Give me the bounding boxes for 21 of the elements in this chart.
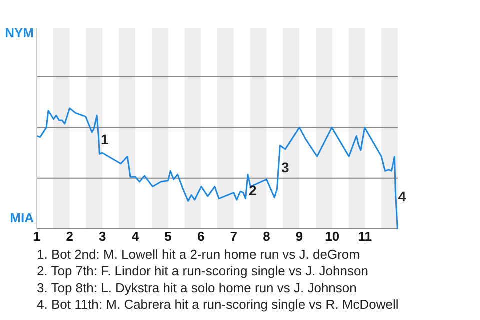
annotation: 4 — [398, 188, 406, 204]
x-tick-label: 3 — [99, 229, 106, 244]
annotation: 3 — [282, 159, 290, 176]
x-tick-label: 9 — [296, 229, 304, 244]
x-tick-label: 7 — [230, 229, 238, 244]
annotation: 1 — [101, 132, 110, 148]
text: 1. Bot 2nd: M. Lowell hit a 2-run home run vs J. deGrom — [37, 247, 360, 262]
x-tick-label: 5 — [164, 229, 172, 244]
x-tick-label: 4 — [132, 229, 140, 244]
x-tick-label: 10 — [325, 229, 340, 244]
text: 3. Top 8th: L. Dykstra hit a solo home run vs J. Johnson — [37, 280, 357, 296]
text: MIA — [10, 210, 35, 226]
x-tick-label: 1 — [33, 229, 41, 244]
x-tick-label: 11 — [358, 229, 372, 244]
annotation: 2 — [249, 182, 258, 198]
x-tick-label: 6 — [197, 229, 205, 244]
x-tick-label: 8 — [263, 229, 270, 244]
x-tick-label: 2 — [66, 229, 74, 244]
text: 4. Bot 11th: M. Cabrera hit a run-scoring single vs R. McDowell — [37, 297, 399, 312]
text: 2. Top 7th: F. Lindor hit a run-scoring single vs J. Johnson — [37, 264, 368, 279]
text: NYM — [5, 25, 34, 40]
